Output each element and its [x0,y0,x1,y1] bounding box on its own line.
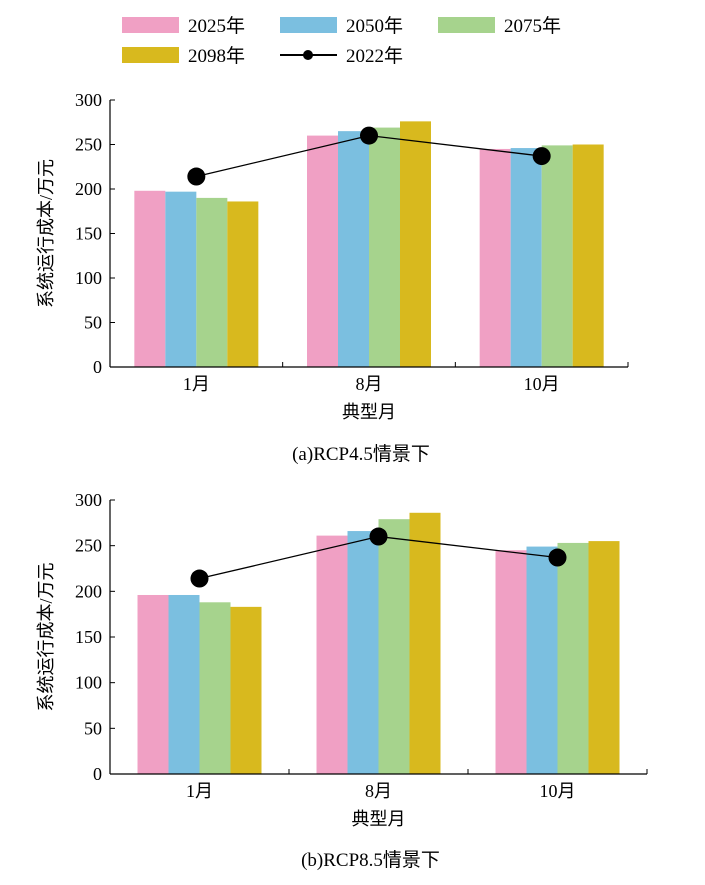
legend-item-2075: 2075年 [438,15,561,37]
y-tick-label: 50 [84,718,102,738]
bar-1月-2050年 [165,191,197,367]
y-axis-label: 系统运行成本/万元 [36,159,56,308]
panel-title: (a)RCP4.5情景下 [292,443,430,465]
bar-10月-2025年 [479,148,511,367]
y-tick-label: 300 [75,490,102,510]
bar-1月-2025年 [134,190,166,367]
bar-10月-2075年 [541,145,573,367]
x-axis-label: 典型月 [352,809,406,829]
y-tick-label: 50 [84,313,102,333]
bar-10月-2075年 [557,542,589,774]
x-tick-label: 8月 [356,374,383,394]
legend: 2025年 2050年 2075年 2098年 2022年 [122,15,561,67]
x-tick-label: 10月 [524,374,560,394]
legend-label-2025: 2025年 [188,15,245,37]
y-tick-label: 250 [75,536,102,556]
line-point-1月 [190,569,209,588]
bar-1月-2098年 [230,606,262,774]
bar-1月-2050年 [168,594,200,774]
y-tick-label: 0 [93,764,102,784]
legend-swatch-2050 [280,17,337,33]
y-axis-label: 系统运行成本/万元 [36,562,56,711]
y-tick-label: 150 [75,224,102,244]
bar-8月-2098年 [409,512,441,774]
y-tick-label: 200 [75,179,102,199]
legend-item-2025: 2025年 [122,15,245,37]
bar-8月-2025年 [307,135,338,367]
bar-10月-2098年 [588,541,620,774]
y-tick-label: 100 [75,673,102,693]
bar-8月-2075年 [369,127,400,367]
x-tick-label: 1月 [186,781,213,801]
bar-10月-2050年 [526,546,558,774]
panel-title: (b)RCP8.5情景下 [301,849,440,871]
y-tick-label: 100 [75,268,102,288]
bar-1月-2025年 [137,594,169,774]
bar-1月-2098年 [227,201,259,367]
legend-label-2022: 2022年 [346,45,403,67]
bar-10月-2098年 [572,144,604,367]
legend-item-2022: 2022年 [280,45,403,67]
bar-8月-2098年 [400,121,431,367]
bar-8月-2050年 [347,531,379,774]
line-point-1月 [187,167,206,186]
bar-10月-2025年 [495,550,527,774]
x-tick-label: 8月 [365,781,392,801]
y-tick-label: 0 [93,357,102,377]
legend-swatch-2098 [122,47,179,63]
x-tick-label: 1月 [183,374,210,394]
bar-1月-2075年 [199,602,231,774]
y-tick-label: 150 [75,627,102,647]
line-point-10月 [548,548,567,567]
legend-swatch-2025 [122,17,179,33]
bar-1月-2075年 [196,197,228,367]
line-point-8月 [360,126,378,145]
legend-marker-2022 [303,50,313,60]
legend-swatch-2075 [438,17,495,33]
bar-8月-2050年 [338,131,369,367]
x-axis-label: 典型月 [342,402,396,422]
legend-label-2050: 2050年 [346,15,403,37]
x-tick-label: 10月 [540,781,576,801]
bar-8月-2025年 [316,535,348,774]
legend-label-2098: 2098年 [188,45,245,67]
bar-8月-2075年 [378,519,410,774]
line-point-10月 [532,147,551,166]
legend-label-2075: 2075年 [504,15,561,37]
y-tick-label: 200 [75,581,102,601]
legend-item-2098: 2098年 [122,45,245,67]
line-point-8月 [369,527,388,546]
legend-item-2050: 2050年 [280,15,403,37]
y-tick-label: 250 [75,135,102,155]
y-tick-label: 300 [75,90,102,110]
bar-10月-2050年 [510,148,542,367]
